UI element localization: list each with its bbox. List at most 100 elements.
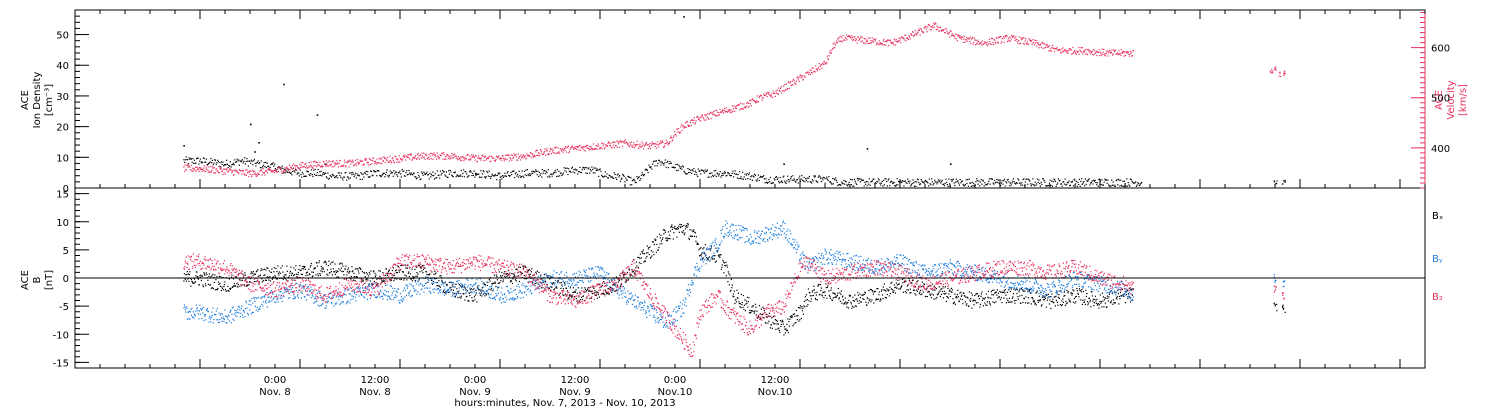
data-point — [799, 74, 802, 76]
data-point — [229, 165, 231, 167]
data-point — [331, 261, 333, 264]
data-point — [640, 146, 642, 148]
data-point — [245, 300, 247, 302]
data-point — [1045, 185, 1047, 187]
data-point — [881, 43, 883, 45]
data-point — [563, 282, 565, 284]
data-point — [988, 297, 990, 299]
data-point — [881, 294, 883, 296]
data-point — [882, 286, 884, 288]
data-point — [613, 141, 615, 143]
data-point — [737, 297, 739, 299]
data-point — [339, 159, 341, 161]
data-point — [796, 319, 798, 321]
data-point — [483, 160, 485, 162]
data-point — [1075, 183, 1077, 185]
data-point — [535, 169, 537, 171]
data-point — [231, 164, 233, 166]
data-point — [246, 158, 248, 160]
data-point — [412, 278, 414, 280]
data-point — [1051, 180, 1053, 182]
data-point — [505, 175, 507, 177]
data-point — [736, 177, 738, 179]
data-point — [1010, 301, 1012, 303]
data-point — [941, 287, 943, 290]
data-point — [506, 275, 508, 278]
data-point — [748, 312, 750, 314]
data-point — [724, 172, 726, 174]
data-point — [921, 281, 923, 283]
data-point — [678, 225, 680, 227]
data-point — [465, 158, 467, 160]
data-point — [819, 176, 821, 178]
data-point — [495, 159, 497, 161]
data-point — [262, 269, 264, 271]
data-point — [935, 288, 937, 290]
data-point — [848, 299, 850, 301]
data-point — [800, 77, 802, 79]
data-point — [213, 172, 215, 174]
data-point — [789, 82, 791, 84]
data-point — [255, 175, 257, 177]
data-point — [1071, 292, 1073, 295]
data-point — [567, 146, 569, 148]
data-point — [397, 172, 399, 174]
data-point — [1005, 302, 1007, 304]
data-point — [916, 181, 918, 183]
data-point — [352, 161, 354, 163]
data-point — [500, 279, 502, 282]
data-point — [205, 309, 207, 311]
data-point — [570, 171, 572, 173]
data-point — [631, 271, 633, 273]
data-point — [672, 136, 674, 138]
data-point — [836, 181, 838, 183]
data-point — [308, 162, 310, 164]
data-point — [762, 97, 764, 99]
data-point — [613, 146, 615, 149]
data-point — [710, 176, 712, 178]
data-point — [268, 270, 270, 272]
data-point — [447, 157, 449, 159]
data-point — [1051, 185, 1053, 187]
data-point — [693, 119, 695, 121]
data-point — [259, 162, 261, 164]
data-point — [1118, 179, 1120, 181]
data-point — [847, 183, 849, 185]
data-point — [446, 284, 448, 286]
data-point — [190, 158, 192, 160]
data-point — [1284, 311, 1286, 313]
data-point — [605, 293, 607, 295]
data-point — [424, 173, 426, 176]
data-point — [775, 319, 777, 321]
data-point — [560, 287, 562, 289]
data-point — [255, 165, 257, 167]
data-point — [628, 268, 630, 270]
data-point — [406, 279, 408, 281]
data-point — [834, 296, 836, 298]
data-point — [919, 289, 921, 291]
data-point — [981, 291, 983, 293]
data-point — [912, 179, 914, 181]
data-point — [488, 278, 490, 280]
data-point — [457, 159, 459, 161]
data-point — [823, 176, 825, 178]
data-point — [425, 173, 427, 175]
data-point — [668, 142, 670, 144]
data-point — [449, 287, 451, 289]
data-point — [955, 181, 957, 183]
data-point — [783, 90, 785, 92]
data-point — [942, 30, 944, 32]
data-point — [567, 145, 569, 147]
data-point — [563, 294, 565, 297]
data-point — [791, 84, 793, 86]
data-point — [794, 82, 796, 84]
data-point — [937, 293, 939, 295]
data-point — [688, 168, 690, 170]
data-point — [970, 182, 972, 184]
data-point — [834, 44, 837, 46]
data-point — [995, 291, 997, 293]
data-point — [1035, 42, 1037, 44]
data-point — [727, 111, 729, 113]
data-point — [1073, 290, 1075, 292]
data-point — [866, 39, 868, 41]
